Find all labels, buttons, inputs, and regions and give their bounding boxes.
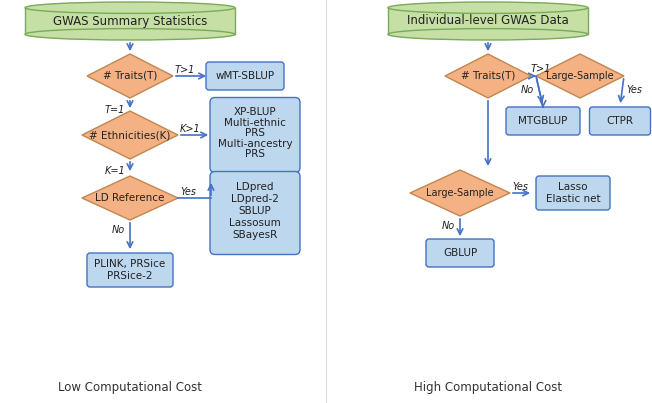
Text: GWAS Summary Statistics: GWAS Summary Statistics [53, 15, 207, 27]
Text: Lasso: Lasso [558, 182, 587, 192]
Ellipse shape [25, 2, 235, 13]
FancyBboxPatch shape [210, 98, 300, 172]
Text: T>1: T>1 [531, 64, 551, 74]
Text: No: No [442, 221, 455, 231]
Ellipse shape [388, 2, 588, 13]
Ellipse shape [25, 29, 235, 40]
Text: XP-BLUP: XP-BLUP [233, 107, 276, 117]
FancyBboxPatch shape [506, 107, 580, 135]
Ellipse shape [388, 29, 588, 40]
Text: K=1: K=1 [104, 166, 125, 176]
Text: MTGBLUP: MTGBLUP [518, 116, 568, 126]
Text: LDpred-2: LDpred-2 [231, 194, 279, 204]
Text: Elastic net: Elastic net [546, 194, 600, 204]
Text: Large-Sample: Large-Sample [546, 71, 614, 81]
Text: # Ethnicities(K): # Ethnicities(K) [89, 130, 171, 140]
FancyBboxPatch shape [589, 107, 651, 135]
Text: SBayesR: SBayesR [232, 230, 278, 240]
Text: PRSice-2: PRSice-2 [107, 271, 153, 281]
Text: No: No [521, 85, 534, 95]
Text: Large-Sample: Large-Sample [426, 188, 494, 198]
Text: No: No [111, 225, 125, 235]
Polygon shape [445, 54, 531, 98]
Text: Lassosum: Lassosum [229, 218, 281, 228]
Text: T=1: T=1 [104, 105, 125, 115]
FancyBboxPatch shape [388, 8, 588, 34]
Text: PRS: PRS [245, 128, 265, 138]
Text: # Traits(T): # Traits(T) [103, 71, 157, 81]
Text: LD Reference: LD Reference [95, 193, 165, 203]
FancyBboxPatch shape [25, 8, 235, 34]
Text: Yes: Yes [180, 187, 196, 197]
Text: T>1: T>1 [175, 65, 195, 75]
Text: PLINK, PRSice: PLINK, PRSice [95, 259, 166, 269]
Text: # Traits(T): # Traits(T) [461, 71, 515, 81]
Polygon shape [82, 111, 178, 159]
Text: Yes: Yes [512, 182, 528, 192]
Text: High Computational Cost: High Computational Cost [414, 382, 562, 395]
Text: LDpred: LDpred [236, 182, 274, 192]
Text: Multi-ancestry: Multi-ancestry [218, 139, 292, 149]
Text: wMT-SBLUP: wMT-SBLUP [215, 71, 274, 81]
Text: CTPR: CTPR [606, 116, 634, 126]
FancyBboxPatch shape [426, 239, 494, 267]
Text: GBLUP: GBLUP [443, 248, 477, 258]
Text: Multi-ethnic: Multi-ethnic [224, 118, 286, 128]
Polygon shape [536, 54, 624, 98]
Polygon shape [87, 54, 173, 98]
Polygon shape [410, 170, 510, 216]
FancyBboxPatch shape [87, 253, 173, 287]
FancyBboxPatch shape [206, 62, 284, 90]
FancyBboxPatch shape [210, 172, 300, 255]
Text: PRS: PRS [245, 149, 265, 159]
Polygon shape [82, 176, 178, 220]
Text: SBLUP: SBLUP [239, 206, 271, 216]
Text: K>1: K>1 [179, 124, 200, 134]
FancyBboxPatch shape [536, 176, 610, 210]
Text: Individual-level GWAS Data: Individual-level GWAS Data [407, 15, 569, 27]
Text: Yes: Yes [626, 85, 642, 95]
Text: Low Computational Cost: Low Computational Cost [58, 382, 202, 395]
